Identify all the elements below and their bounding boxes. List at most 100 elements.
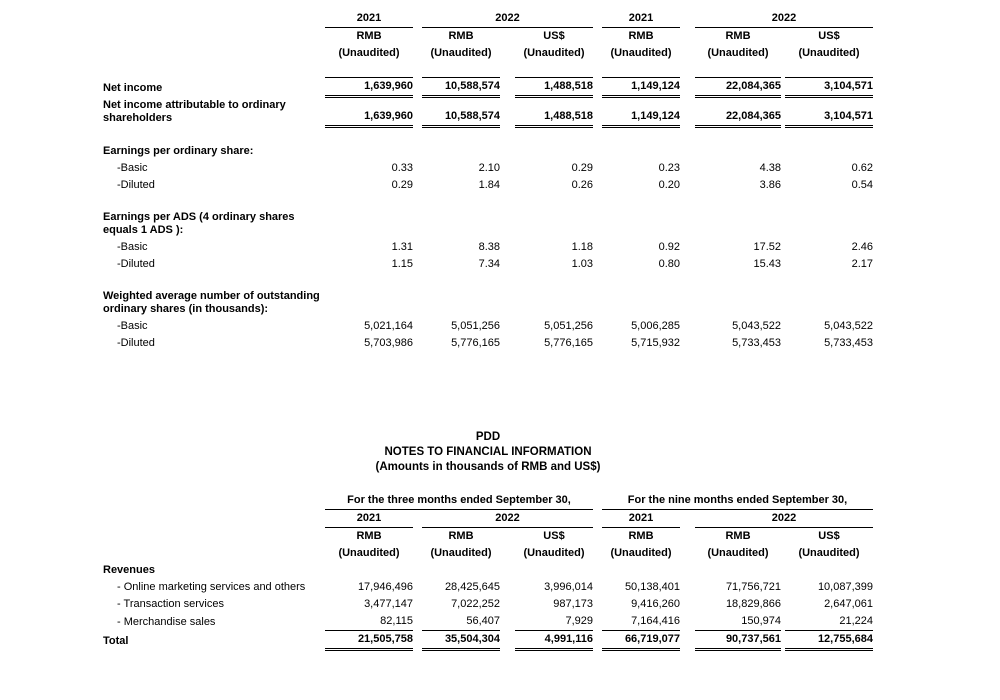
value-cell: 0.20 bbox=[658, 179, 680, 191]
section-row: Revenues bbox=[103, 562, 873, 579]
currency-header: RMB bbox=[628, 30, 654, 42]
year-header: 2022 bbox=[422, 10, 593, 28]
row-label: -Basic bbox=[117, 162, 148, 174]
currency-header: RMB bbox=[628, 530, 654, 542]
column-gap bbox=[593, 10, 602, 28]
column-gap bbox=[413, 510, 422, 528]
value-cell: 0.92 bbox=[658, 241, 680, 253]
currency-header: RMB bbox=[356, 30, 382, 42]
value-cell: 0.23 bbox=[658, 162, 680, 174]
data-row: Net income 1,639,960 10,588,574 1,488,518 1,… bbox=[103, 77, 873, 98]
unaudited-label: (Unaudited) bbox=[430, 547, 492, 559]
value-cell: 21,505,758 bbox=[325, 630, 413, 651]
empty-cell bbox=[325, 209, 873, 239]
value-cell: 1.03 bbox=[571, 258, 593, 270]
column-gap bbox=[413, 335, 422, 352]
row-label: Net income bbox=[103, 81, 163, 94]
spacer-row bbox=[103, 194, 873, 209]
value-cell: 5,021,164 bbox=[364, 320, 413, 332]
revenues-table: For the three months ended September 30,… bbox=[103, 492, 873, 651]
value-cell: 2.10 bbox=[478, 162, 500, 174]
currency-header: RMB bbox=[725, 30, 751, 42]
value-cell: 28,425,645 bbox=[444, 581, 500, 593]
column-gap bbox=[500, 596, 515, 613]
unaudited-label: (Unaudited) bbox=[798, 547, 860, 559]
unaudited-label: (Unaudited) bbox=[798, 47, 860, 59]
column-gap bbox=[593, 177, 602, 194]
value-cell: 4,991,116 bbox=[515, 630, 593, 651]
spacer-row bbox=[103, 273, 873, 288]
currency-header: RMB bbox=[448, 30, 474, 42]
column-gap bbox=[500, 545, 515, 562]
column-gap bbox=[593, 335, 602, 352]
value-cell: 5,715,932 bbox=[631, 337, 680, 349]
value-cell: 3,996,014 bbox=[544, 581, 593, 593]
company-name: PDD bbox=[475, 431, 501, 443]
value-cell: 1.15 bbox=[391, 258, 413, 270]
value-cell: 1.18 bbox=[571, 241, 593, 253]
year-header-row: 2021 2022 2021 2022 bbox=[103, 509, 873, 528]
value-cell: 21,224 bbox=[785, 613, 873, 631]
value-cell: 0.54 bbox=[851, 179, 873, 191]
value-cell: 3,104,571 bbox=[785, 77, 873, 98]
column-gap bbox=[500, 579, 515, 596]
value-cell: 5,051,256 bbox=[544, 320, 593, 332]
header-spacer-cell bbox=[103, 492, 325, 510]
value-cell: 3,477,147 bbox=[364, 598, 413, 610]
column-gap bbox=[413, 256, 422, 273]
column-gap bbox=[593, 596, 602, 613]
value-cell: 66,719,077 bbox=[602, 630, 680, 651]
amounts-note: (Amounts in thousands of RMB and US$) bbox=[375, 461, 601, 473]
value-cell: 7,929 bbox=[515, 613, 593, 631]
data-row: -Basic 1.31 8.38 1.18 0.92 17.52 2.46 bbox=[103, 239, 873, 256]
column-gap bbox=[413, 78, 422, 97]
column-gap bbox=[593, 579, 602, 596]
currency-header: US$ bbox=[543, 30, 565, 42]
unaudited-header-row: (Unaudited) (Unaudited) (Unaudited) (Una… bbox=[103, 545, 873, 562]
column-gap bbox=[500, 160, 515, 177]
column-gap bbox=[500, 613, 515, 631]
value-cell: 1,149,124 bbox=[602, 96, 680, 128]
column-gap bbox=[680, 545, 695, 562]
value-cell: 7.34 bbox=[478, 258, 500, 270]
column-gap bbox=[593, 492, 602, 510]
column-gap bbox=[413, 545, 422, 562]
column-gap bbox=[680, 510, 695, 528]
header-spacer-cell bbox=[103, 510, 325, 528]
year-header: 2022 bbox=[695, 10, 873, 28]
row-label: Revenues bbox=[103, 564, 155, 576]
header-spacer-cell bbox=[103, 10, 325, 28]
column-gap bbox=[413, 10, 422, 28]
value-cell: 90,737,561 bbox=[695, 630, 781, 651]
column-gap bbox=[593, 256, 602, 273]
column-gap bbox=[413, 160, 422, 177]
column-gap bbox=[680, 45, 695, 62]
value-cell: 5,043,522 bbox=[732, 320, 781, 332]
unaudited-label: (Unaudited) bbox=[430, 47, 492, 59]
row-label: - Transaction services bbox=[117, 598, 224, 610]
value-cell: 15.43 bbox=[753, 258, 781, 270]
unaudited-label: (Unaudited) bbox=[707, 47, 769, 59]
value-cell: 3,104,571 bbox=[785, 96, 873, 128]
income-table-body: Net income 1,639,960 10,588,574 1,488,518 1,… bbox=[103, 62, 873, 352]
column-gap bbox=[413, 631, 422, 650]
value-cell: 5,051,256 bbox=[451, 320, 500, 332]
column-gap bbox=[500, 256, 515, 273]
year-header: 2021 bbox=[325, 10, 413, 28]
value-cell: 1,488,518 bbox=[515, 96, 593, 128]
value-cell: 10,588,574 bbox=[422, 96, 500, 128]
value-cell: 1.84 bbox=[478, 179, 500, 191]
column-gap bbox=[413, 318, 422, 335]
section-row: Earnings per ADS (4 ordinary shares equa… bbox=[103, 209, 873, 239]
unaudited-label: (Unaudited) bbox=[338, 47, 400, 59]
value-cell: 9,416,260 bbox=[631, 598, 680, 610]
currency-header: RMB bbox=[356, 530, 382, 542]
column-gap bbox=[413, 177, 422, 194]
column-gap bbox=[680, 78, 695, 97]
value-cell: 2.17 bbox=[851, 258, 873, 270]
period-header-nine-months: For the nine months ended September 30, bbox=[602, 492, 873, 510]
data-row: - Transaction services 3,477,147 7,022,252… bbox=[103, 596, 873, 613]
row-label: -Diluted bbox=[117, 179, 155, 191]
value-cell: 10,588,574 bbox=[422, 77, 500, 98]
